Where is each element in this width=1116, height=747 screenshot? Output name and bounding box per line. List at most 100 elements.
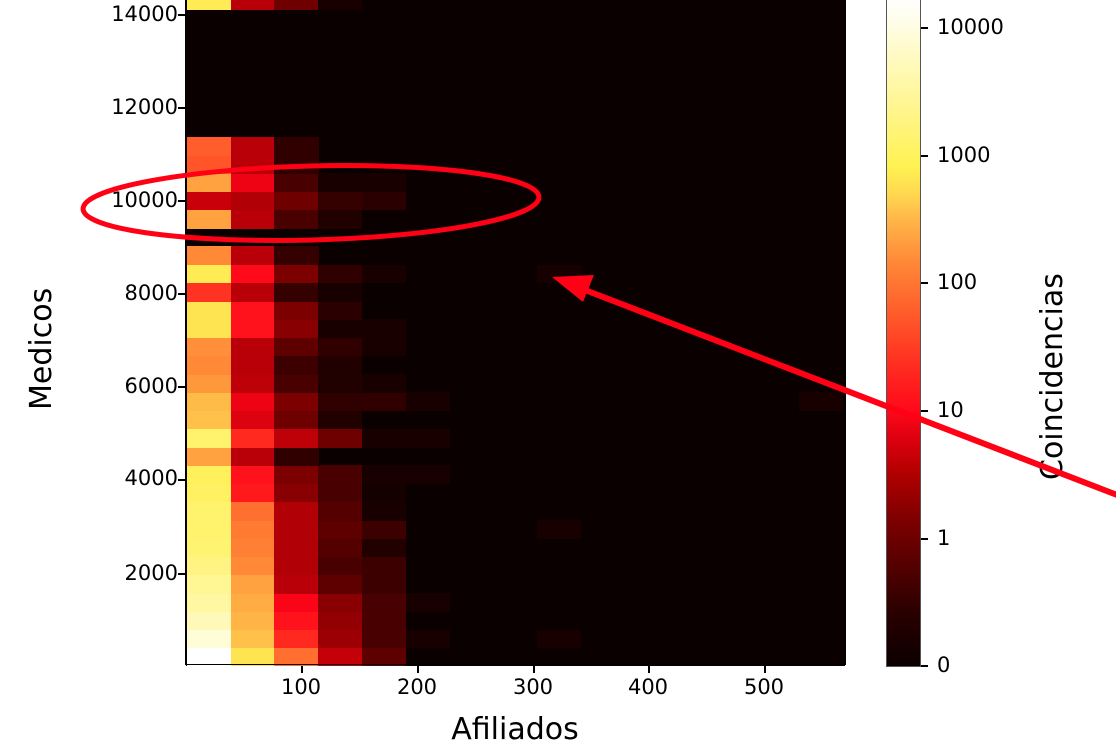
heatmap-cell xyxy=(274,319,319,338)
heatmap-cell xyxy=(318,337,363,357)
heatmap-cell xyxy=(187,593,232,612)
heatmap-cell xyxy=(187,173,232,192)
x-tick-mark xyxy=(301,666,303,673)
heatmap-cell xyxy=(274,520,319,539)
colorbar-tick-mark xyxy=(921,665,928,667)
heatmap-cell xyxy=(318,538,363,557)
heatmap-cell xyxy=(187,447,232,466)
heatmap-cell xyxy=(318,173,363,192)
heatmap-cell xyxy=(187,374,232,393)
heatmap-cell xyxy=(230,136,275,156)
colorbar-label: Coincidencias xyxy=(1035,273,1070,480)
heatmap-cell xyxy=(230,556,275,576)
heatmap-cell xyxy=(230,246,275,265)
heatmap-cell xyxy=(405,593,450,612)
heatmap-cell xyxy=(187,392,232,411)
heatmap-cell xyxy=(274,647,319,666)
heatmap-cell xyxy=(230,282,275,302)
heatmap-cell xyxy=(318,593,363,612)
heatmap-cell xyxy=(318,282,363,302)
heatmap-cell xyxy=(274,629,319,649)
heatmap-cell xyxy=(230,319,275,338)
heatmap-cell xyxy=(361,374,406,393)
heatmap-cell xyxy=(230,611,275,630)
heatmap-cell xyxy=(318,264,363,284)
y-tick-label: 2000 xyxy=(124,561,178,585)
heatmap-cell xyxy=(361,319,406,338)
colorbar-tick-label: 1000 xyxy=(937,143,991,167)
heatmap-cell xyxy=(274,337,319,357)
heatmap-cell xyxy=(274,355,319,375)
heatmap-cell xyxy=(405,629,450,649)
y-tick-label: 10000 xyxy=(111,188,178,212)
y-tick-label: 6000 xyxy=(124,374,178,398)
heatmap-cell xyxy=(318,629,363,649)
heatmap-cell xyxy=(318,0,363,10)
heatmap-cell xyxy=(274,173,319,192)
colorbar-tick-mark xyxy=(921,410,928,412)
heatmap-cell xyxy=(230,428,275,448)
heatmap-cell xyxy=(274,501,319,521)
colorbar xyxy=(886,0,921,667)
heatmap-cell xyxy=(361,392,406,411)
heatmap-cell xyxy=(230,501,275,521)
heatmap-cell xyxy=(274,136,319,156)
heatmap-cell xyxy=(318,520,363,539)
heatmap-cell xyxy=(230,191,275,211)
heatmap-cell xyxy=(318,611,363,630)
heatmap-cell xyxy=(187,191,232,211)
heatmap-cell xyxy=(274,574,319,594)
y-tick-label: 4000 xyxy=(124,466,178,490)
heatmap-cell xyxy=(187,155,232,174)
heatmap-cell xyxy=(361,611,406,630)
heatmap-cell xyxy=(361,538,406,557)
heatmap-cell xyxy=(536,520,581,539)
heatmap-cell xyxy=(274,282,319,302)
heatmap-cell xyxy=(318,301,363,320)
y-tick-mark xyxy=(178,14,185,16)
x-tick-mark xyxy=(533,666,535,673)
heatmap-cell xyxy=(361,556,406,576)
colorbar-tick-mark xyxy=(921,27,928,29)
heatmap-cell xyxy=(230,593,275,612)
heatmap-cell xyxy=(361,428,406,448)
heatmap-cell xyxy=(187,629,232,649)
heatmap-cell xyxy=(187,501,232,521)
x-tick-mark xyxy=(648,666,650,673)
heatmap-cell xyxy=(318,556,363,576)
heatmap-cell xyxy=(361,465,406,484)
y-axis-label-text: Medicos xyxy=(24,287,59,410)
y-tick-label: 8000 xyxy=(124,281,178,305)
heatmap-cell xyxy=(230,374,275,393)
heatmap-cell xyxy=(230,0,275,10)
heatmap-cell xyxy=(230,337,275,357)
heatmap-cell xyxy=(230,392,275,411)
heatmap-cell xyxy=(274,191,319,211)
heatmap-cell xyxy=(798,392,843,411)
heatmap-cell xyxy=(274,447,319,466)
heatmap-cell xyxy=(230,647,275,666)
heatmap-cell xyxy=(187,538,232,557)
heatmap-cell xyxy=(230,574,275,594)
y-tick-mark xyxy=(178,293,185,295)
heatmap-cell xyxy=(274,428,319,448)
y-tick-label: 14000 xyxy=(111,2,178,26)
heatmap-cell xyxy=(187,136,232,156)
heatmap-cell xyxy=(318,501,363,521)
heatmap-cell xyxy=(187,483,232,503)
heatmap-cell xyxy=(274,556,319,576)
heatmap-cell xyxy=(187,520,232,539)
heatmap-cell xyxy=(187,282,232,302)
heatmap-cell xyxy=(361,264,406,284)
heatmap-cell xyxy=(318,392,363,411)
heatmap-cell xyxy=(405,465,450,484)
heatmap-cell xyxy=(187,246,232,265)
heatmap-cell xyxy=(361,483,406,503)
heatmap-cell xyxy=(536,264,581,284)
heatmap-cell xyxy=(274,593,319,612)
heatmap-cell xyxy=(187,209,232,229)
heatmap-cell xyxy=(230,155,275,174)
heatmap-cell xyxy=(274,538,319,557)
heatmap-cell xyxy=(230,264,275,284)
heatmap-cell xyxy=(230,209,275,229)
